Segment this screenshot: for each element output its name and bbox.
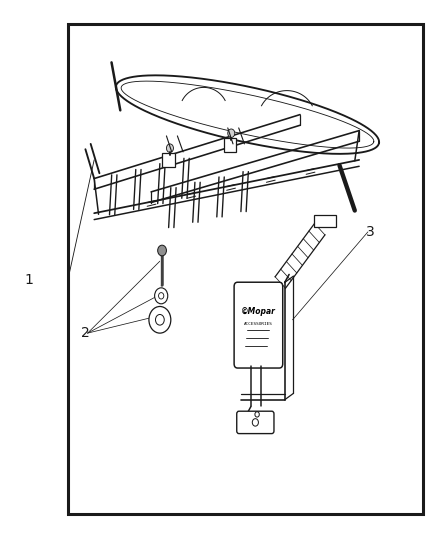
Circle shape bbox=[158, 245, 166, 256]
Bar bbox=[224, 138, 236, 151]
Circle shape bbox=[149, 306, 171, 333]
Text: 3: 3 bbox=[366, 225, 374, 239]
Bar bbox=[314, 215, 336, 227]
Text: ©Mopar: ©Mopar bbox=[241, 308, 276, 316]
Text: 1: 1 bbox=[24, 273, 33, 287]
FancyBboxPatch shape bbox=[237, 411, 274, 434]
Circle shape bbox=[155, 288, 168, 304]
Text: ACCESSORIES: ACCESSORIES bbox=[244, 321, 273, 326]
Circle shape bbox=[228, 129, 235, 138]
Bar bbox=[162, 154, 175, 166]
FancyBboxPatch shape bbox=[234, 282, 283, 368]
Bar bbox=[68, 24, 423, 514]
Text: 2: 2 bbox=[81, 326, 90, 340]
Circle shape bbox=[166, 144, 173, 152]
